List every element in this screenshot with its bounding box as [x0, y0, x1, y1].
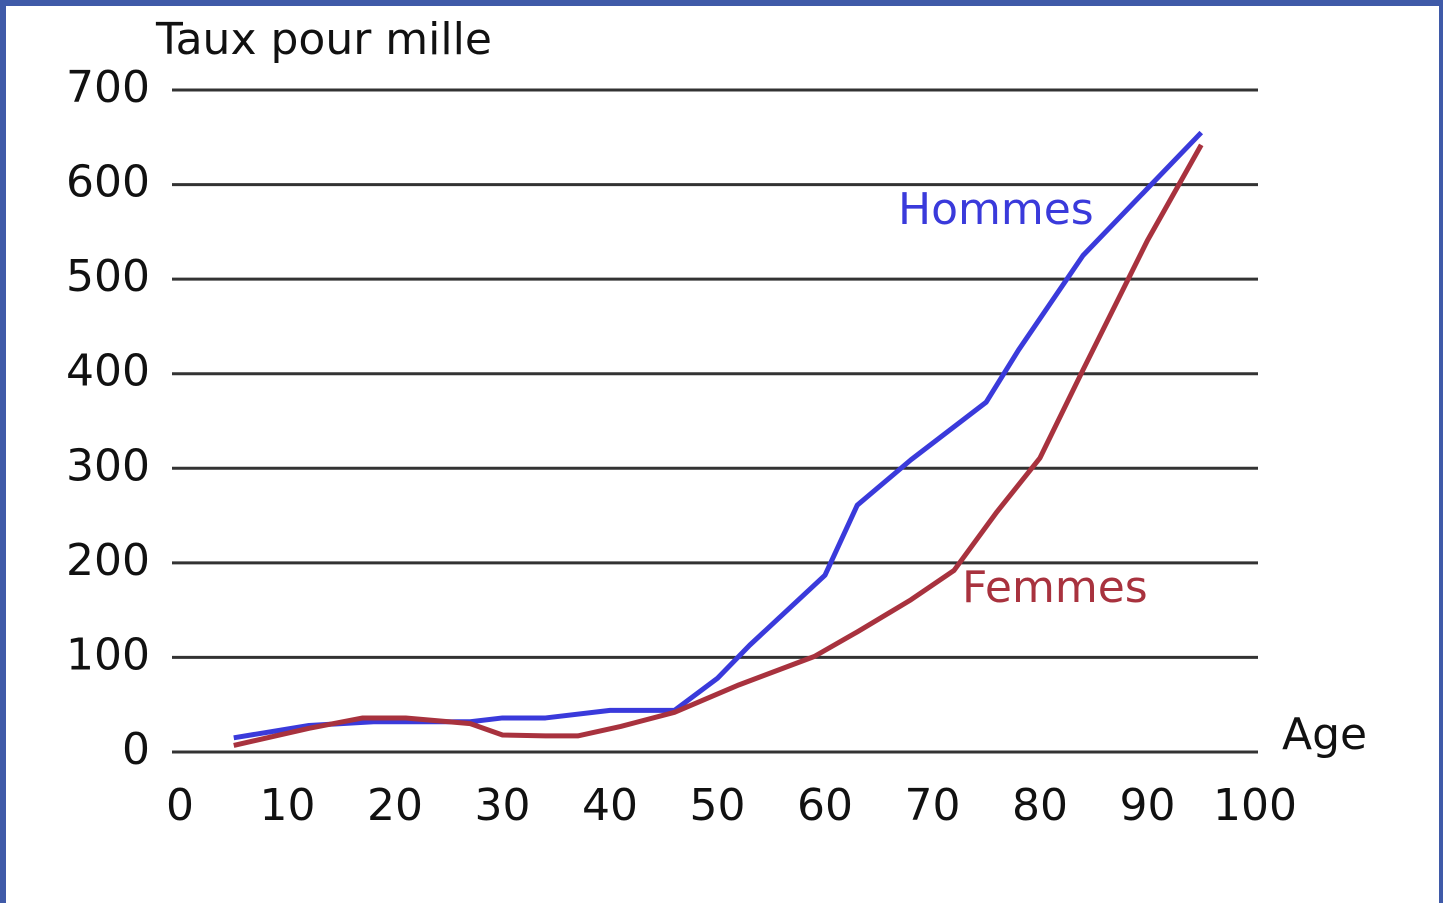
x-tick-label: 60: [797, 780, 853, 831]
y-tick-label: 700: [66, 62, 150, 113]
x-tick-label: 70: [905, 780, 961, 831]
x-tick-label: 20: [367, 780, 423, 831]
y-tick-label: 600: [66, 157, 150, 208]
series-label: Hommes: [898, 184, 1094, 235]
x-tick-label: 90: [1120, 780, 1176, 831]
x-tick-label: 40: [582, 780, 638, 831]
y-tick-label: 400: [66, 346, 150, 397]
series-label: Femmes: [962, 562, 1148, 613]
x-tick-label: 10: [260, 780, 316, 831]
x-tick-label: 30: [475, 780, 531, 831]
x-tick-label: 0: [166, 780, 194, 831]
y-tick-label: 500: [66, 251, 150, 302]
x-tick-label: 50: [690, 780, 746, 831]
series-line: [233, 143, 1204, 748]
x-axis-label: Age: [1282, 709, 1367, 760]
x-tick-label: 100: [1213, 780, 1297, 831]
x-tick-label: 80: [1012, 780, 1068, 831]
y-tick-label: 300: [66, 440, 150, 491]
y-axis-label: Taux pour mille: [155, 14, 492, 65]
y-tick-label: 0: [122, 724, 150, 775]
y-tick-label: 100: [66, 629, 150, 680]
y-tick-label: 200: [66, 535, 150, 586]
